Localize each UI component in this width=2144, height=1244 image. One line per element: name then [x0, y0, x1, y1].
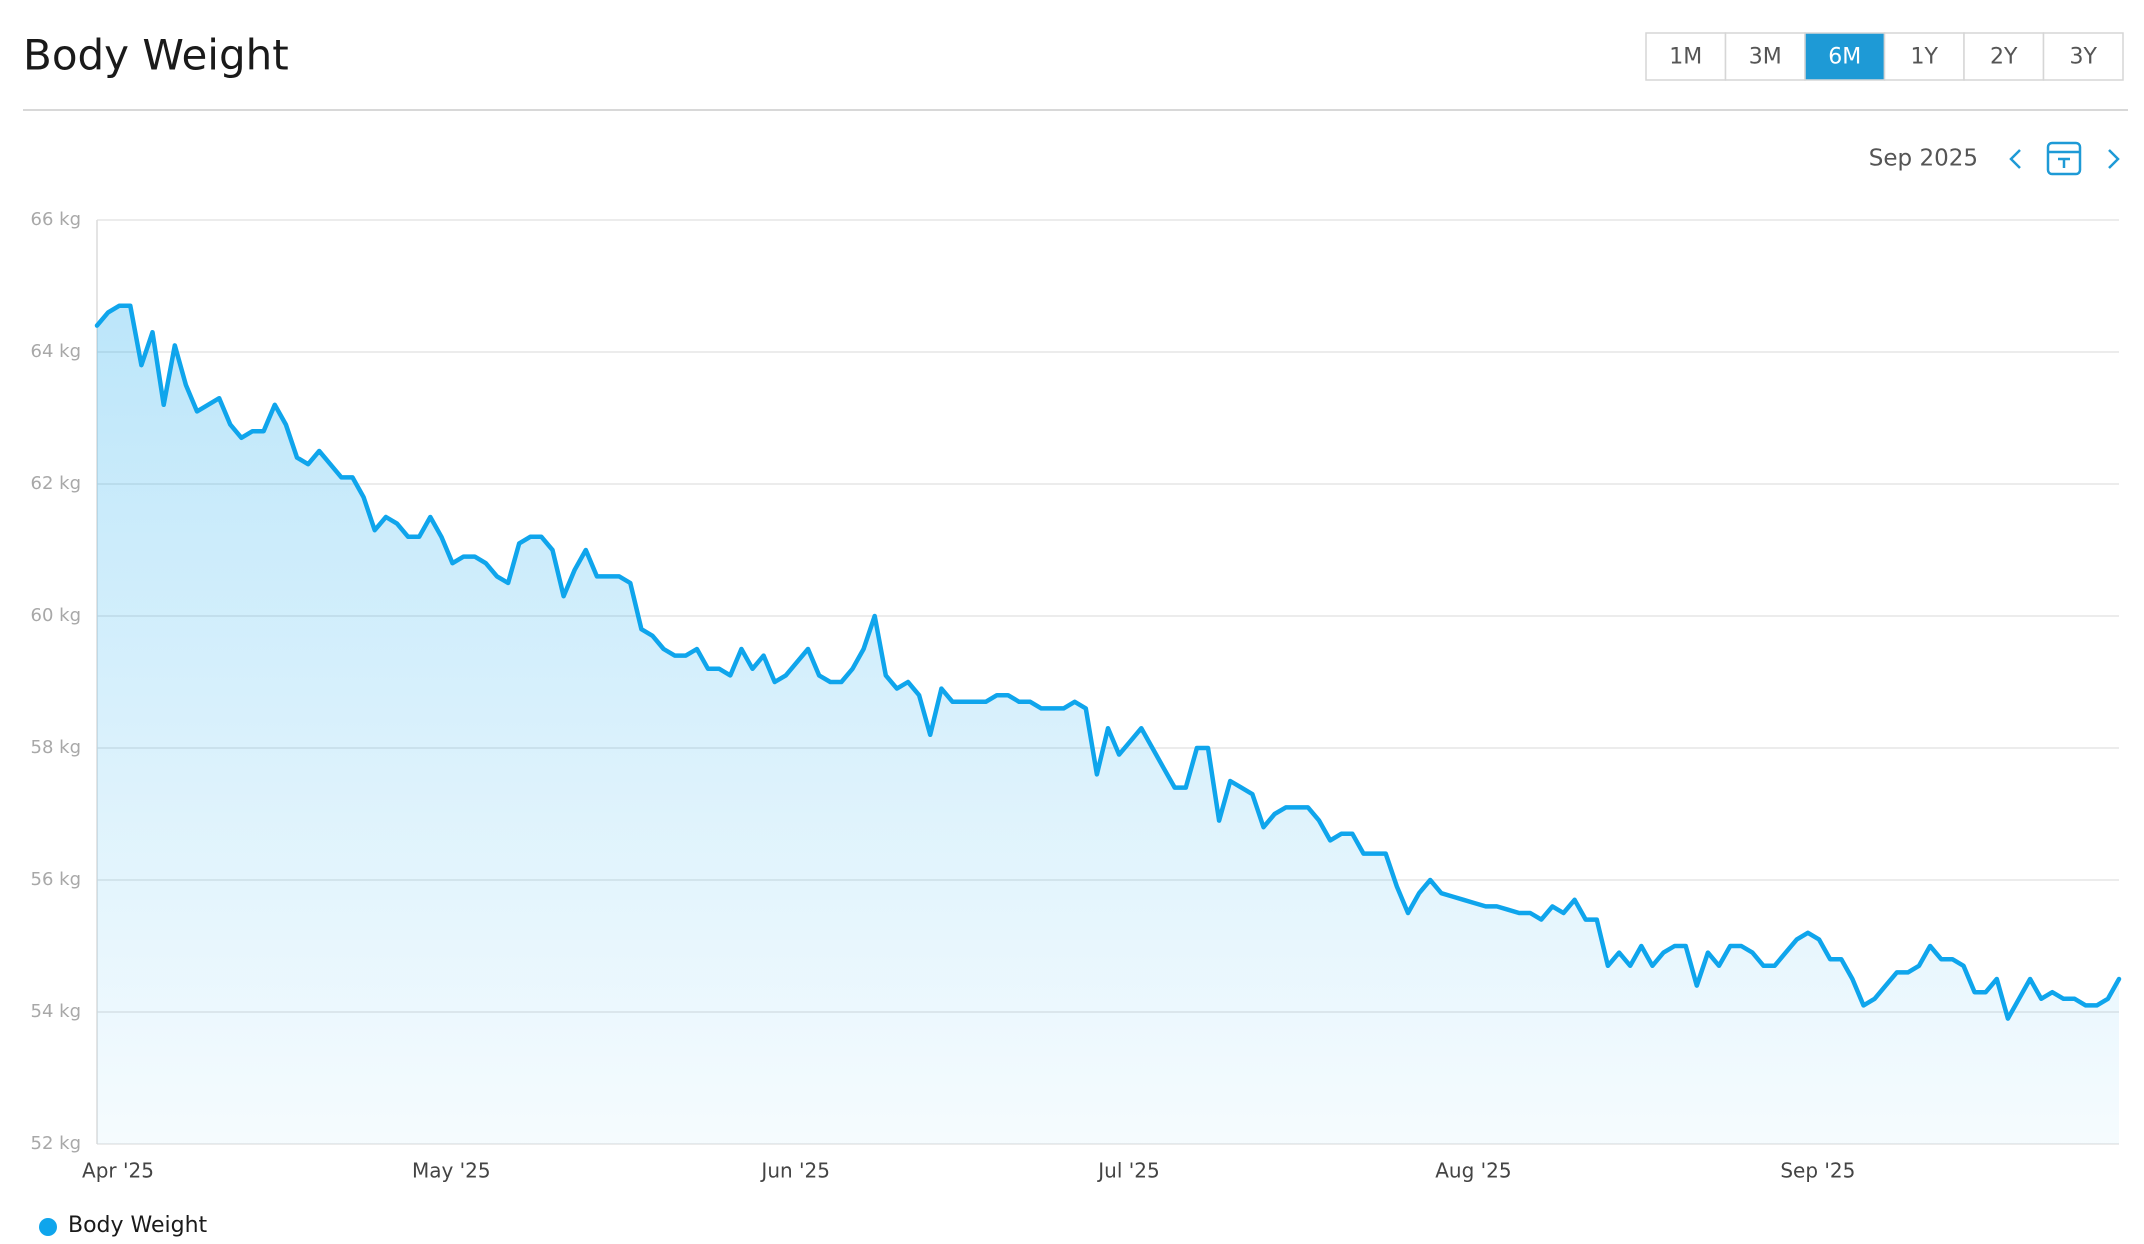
- line: [94, 303, 2122, 1021]
- legend-marker: [39, 1218, 57, 1236]
- x-tick-label: Jun '25: [759, 1159, 830, 1183]
- period-label: Sep 2025: [1869, 146, 1978, 172]
- area: [97, 305, 2119, 1144]
- y-tick-label: 62 kg: [31, 473, 81, 494]
- y-tick-label: 58 kg: [31, 737, 81, 758]
- chart-title: Body Weight: [23, 31, 289, 80]
- range-button-label[interactable]: 1Y: [1911, 45, 1939, 70]
- y-tick-label: 56 kg: [31, 869, 81, 890]
- range-button-label[interactable]: 2Y: [1990, 45, 2018, 70]
- y-tick-label: 64 kg: [31, 341, 81, 362]
- range-button[interactable]: [1804, 32, 1886, 81]
- calendar-icon[interactable]: [2046, 141, 2082, 176]
- x-tick-label: Aug '25: [1435, 1159, 1511, 1183]
- range-button-label[interactable]: 1M: [1669, 45, 1702, 70]
- range-selector: 1M 3M 6M 1Y 2Y 3Y: [1645, 32, 2124, 81]
- range-button-label[interactable]: 3Y: [2070, 45, 2098, 70]
- y-tick-label: 52 kg: [31, 1133, 81, 1154]
- x-tick-label: May '25: [412, 1159, 491, 1183]
- next-period[interactable]: [2108, 149, 2120, 169]
- x-tick-label: Apr '25: [82, 1159, 154, 1183]
- range-button[interactable]: [1724, 32, 1806, 81]
- x-tick-label: Sep '25: [1780, 1159, 1855, 1183]
- calendar-button[interactable]: [2046, 141, 2082, 176]
- range-button-label[interactable]: 3M: [1749, 45, 1782, 70]
- legend-label: Body Weight: [68, 1213, 208, 1238]
- prev-period[interactable]: [2009, 149, 2021, 169]
- range-button[interactable]: [2042, 32, 2124, 81]
- x-tick-label: Jul '25: [1096, 1159, 1159, 1183]
- y-tick-label: 54 kg: [31, 1001, 81, 1022]
- calendar-icon[interactable]: [2058, 157, 2070, 168]
- y-tick-label: 66 kg: [31, 209, 81, 230]
- range-button-label[interactable]: 6M: [1828, 45, 1861, 70]
- y-tick-label: 60 kg: [31, 605, 81, 626]
